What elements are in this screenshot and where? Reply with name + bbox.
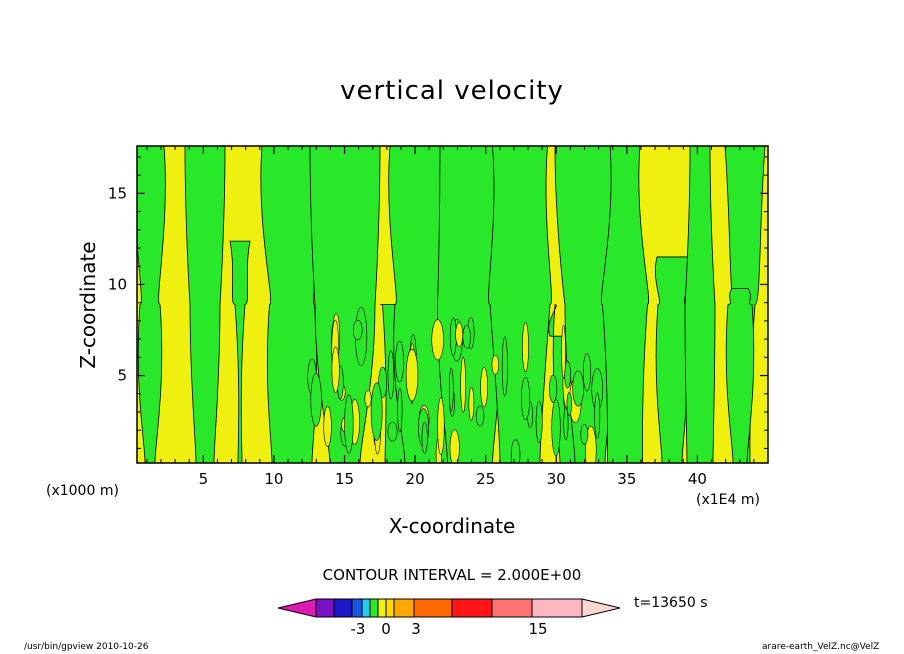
contour-cell — [449, 429, 460, 463]
contour-cell — [378, 366, 388, 398]
footer-right: arare-earth_VelZ.nc@VelZ — [762, 642, 880, 652]
contour-region — [229, 240, 251, 463]
colorbar-cell — [413, 598, 453, 618]
contour-cell — [551, 399, 561, 457]
contour-cell — [522, 321, 529, 373]
contour-cell — [310, 372, 322, 427]
colorbar-label: -3 — [351, 620, 366, 638]
colorbar-label: 3 — [411, 620, 421, 638]
plot-area — [137, 146, 768, 463]
contour-cell — [480, 366, 488, 408]
chart-title: vertical velocity — [340, 76, 564, 106]
y-tick-label: 10 — [108, 275, 127, 293]
contour-interval-text: CONTOUR INTERVAL = 2.000E+00 — [322, 566, 582, 584]
colorbar-cell — [361, 598, 371, 618]
contour-cell — [331, 346, 340, 393]
contour-region — [684, 146, 716, 463]
contour-cell — [561, 324, 566, 379]
contour-cell — [475, 405, 485, 427]
contour-cell — [521, 376, 530, 421]
colorbar-cell — [333, 598, 353, 618]
colorbar-cell — [451, 598, 493, 618]
colorbar-cell — [315, 598, 335, 618]
contour-cell — [491, 354, 500, 375]
contour-cell — [572, 370, 584, 407]
contour-region — [309, 146, 381, 463]
x-tick-label: 25 — [476, 470, 495, 488]
axes: 5 10 15 20 25 30 35 40 5 10 15 — [108, 145, 769, 488]
x-axis-label: X-coordinate — [388, 514, 516, 538]
contour-cell — [387, 421, 398, 442]
x-tick-label: 35 — [617, 470, 636, 488]
colorbar-right-arrow — [581, 598, 621, 618]
contour-region — [137, 146, 166, 463]
contour-cell — [468, 386, 475, 421]
contour-cell — [582, 353, 592, 392]
contour-cell — [344, 394, 354, 454]
footer-left: /usr/bin/gpview 2010-10-26 — [24, 642, 149, 652]
contour-cell — [563, 407, 569, 441]
contour-cell — [510, 439, 521, 463]
contour-cell — [566, 392, 572, 416]
contour-region — [184, 146, 226, 463]
contour-cell — [594, 392, 601, 439]
time-label: t=13650 s — [634, 595, 708, 611]
contour-cell — [421, 422, 428, 454]
x-unit-note: (x1000 m) — [46, 483, 119, 499]
colorbar-cell — [377, 598, 387, 618]
contour-cell — [352, 319, 363, 341]
x-tick-label: 40 — [688, 470, 707, 488]
contour-cell — [535, 400, 543, 444]
contour-region — [600, 146, 650, 463]
x-tick-label: 20 — [406, 470, 425, 488]
contour-cell — [387, 350, 395, 400]
contour-cell — [323, 405, 332, 447]
colorbar-label: 0 — [381, 620, 391, 638]
colorbar-left-arrow — [277, 598, 317, 618]
contour-cell — [462, 325, 471, 349]
contour-cell — [370, 382, 383, 441]
y-tick-label: 5 — [117, 367, 127, 385]
contour-cell — [455, 322, 464, 347]
contour-cell — [580, 424, 589, 445]
contour-field — [137, 146, 766, 463]
contour-region — [725, 288, 755, 463]
x-tick-label: 10 — [264, 470, 283, 488]
colorbar-cell — [369, 598, 379, 618]
contour-cell — [431, 319, 444, 361]
colorbar-cell — [385, 598, 395, 618]
contour-cell — [437, 397, 445, 455]
contour-cell — [397, 387, 403, 433]
contour-cell — [460, 356, 466, 413]
contour-cell — [405, 348, 419, 402]
x-tick-label: 15 — [335, 470, 354, 488]
x-tick-label: 30 — [547, 470, 566, 488]
x-scale-note: (x1E4 m) — [696, 492, 760, 508]
colorbar-cell — [531, 598, 583, 618]
colorbar-cell — [491, 598, 533, 618]
contour-region — [655, 256, 689, 463]
plot-frame — [136, 145, 769, 464]
contour-cell — [448, 367, 454, 412]
colorbar-label: 15 — [528, 620, 547, 638]
colorbar: -3 0 3 15 — [277, 598, 621, 638]
y-tick-label: 15 — [108, 184, 127, 202]
contour-cell — [549, 374, 558, 403]
x-tick-label: 5 — [199, 470, 209, 488]
colorbar-cell — [393, 598, 415, 618]
contour-cell — [501, 336, 508, 397]
contour-cell — [395, 340, 404, 383]
contour-cell — [364, 389, 372, 408]
colorbar-cell — [351, 598, 363, 618]
